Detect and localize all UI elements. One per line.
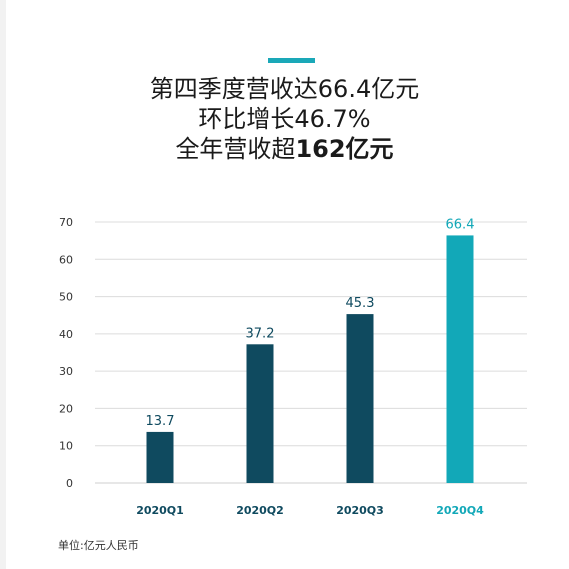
headline-line-3-bold: 162亿元 <box>295 135 394 163</box>
headline-line-2: 环比增长46.7% <box>198 105 371 133</box>
y-tick-label: 60 <box>59 253 73 266</box>
headline-line-3: 全年营收超162亿元 <box>0 134 569 164</box>
headline-line-3-prefix: 全年营收超 <box>175 135 296 163</box>
data-label: 37.2 <box>246 326 275 341</box>
data-label: 45.3 <box>346 296 375 311</box>
y-tick-label: 0 <box>66 477 73 490</box>
headline-line-1: 第四季度营收达66.4亿元 <box>149 75 420 103</box>
data-label: 66.4 <box>446 217 475 232</box>
y-tick-label: 20 <box>59 402 73 415</box>
unit-note: 单位:亿元人民币 <box>58 539 139 552</box>
bar <box>446 235 474 483</box>
bar <box>346 314 374 483</box>
y-tick-label: 70 <box>59 216 73 229</box>
left-edge-strip <box>0 0 6 569</box>
headline: 第四季度营收达66.4亿元 环比增长46.7% 全年营收超162亿元 <box>0 74 569 164</box>
data-label: 13.7 <box>146 414 175 429</box>
y-tick-label: 30 <box>59 365 73 378</box>
x-tick-label: 2020Q1 <box>136 504 184 517</box>
x-tick-label: 2020Q4 <box>436 504 484 517</box>
title-accent-bar <box>268 58 315 63</box>
y-tick-label: 10 <box>59 440 73 453</box>
x-tick-label: 2020Q2 <box>236 504 284 517</box>
y-tick-label: 50 <box>59 291 73 304</box>
bar <box>246 344 274 483</box>
y-tick-label: 40 <box>59 328 73 341</box>
x-tick-label: 2020Q3 <box>336 504 384 517</box>
bar <box>146 431 174 483</box>
